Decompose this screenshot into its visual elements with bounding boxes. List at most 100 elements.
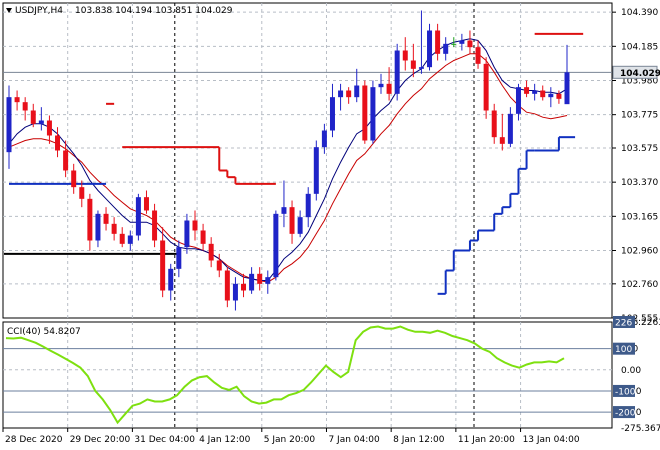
time-tick-label: 8 Jan 12:00 xyxy=(393,435,445,445)
fast-moving-average xyxy=(8,38,568,281)
candle-body xyxy=(224,270,230,301)
time-axis: 28 Dec 2020 29 Dec 20:00 31 Dec 04:00 4 Jan… xyxy=(2,428,580,445)
time-tick-label: 5 Jan 20:00 xyxy=(264,435,316,445)
candle-body xyxy=(95,213,101,241)
candle-body xyxy=(265,277,271,284)
candlestick-series xyxy=(6,10,570,311)
candle-body xyxy=(418,67,424,69)
time-tick-label: 31 Dec 04:00 xyxy=(134,435,195,445)
candle-body xyxy=(346,90,352,98)
candle-body xyxy=(103,213,109,224)
candle-body xyxy=(152,210,158,241)
candle-body xyxy=(297,217,303,234)
cci-level-badge-label: -200 xyxy=(615,409,636,419)
price-tick-label: 104.390 xyxy=(621,8,658,18)
candle-body xyxy=(14,97,20,103)
ohlc-readout: 103.838 104.194 103.851 104.029 xyxy=(75,6,233,16)
price-tick-label: 103.165 xyxy=(621,212,658,222)
cci-axis-label: -275.3678 xyxy=(621,424,660,434)
candle-body xyxy=(338,90,344,98)
candle-body xyxy=(435,30,441,54)
candle-body xyxy=(22,102,28,111)
last-price-label: 104.029 xyxy=(620,69,660,79)
last-price-marker: 104.029 xyxy=(612,65,660,79)
price-tick-label: 103.370 xyxy=(621,178,658,188)
candle-body xyxy=(241,283,247,291)
candle-body xyxy=(216,260,222,271)
candle-body xyxy=(160,240,166,291)
candle-body xyxy=(402,50,408,61)
candle-body xyxy=(208,243,214,261)
candle-body xyxy=(200,230,206,244)
candle-body xyxy=(532,90,538,94)
time-tick-label: 13 Jan 04:00 xyxy=(523,435,580,445)
candle-body xyxy=(281,207,287,214)
chandelier-stops xyxy=(4,32,584,295)
candle-body xyxy=(370,87,376,141)
candle-body xyxy=(515,87,521,114)
fast-ma-line xyxy=(8,38,568,281)
candle-body xyxy=(524,87,530,94)
cci-level-badge xyxy=(613,342,635,355)
candle-body xyxy=(135,197,141,236)
candle-body xyxy=(176,247,182,269)
main-plot-frame xyxy=(2,2,613,319)
candle-body xyxy=(394,50,400,94)
time-tick-label: 29 Dec 20:00 xyxy=(70,435,131,445)
cci-level-badge-label: 226 xyxy=(615,319,632,329)
candle-body xyxy=(184,220,190,248)
cci-axis-label: 226.2263 xyxy=(621,318,660,328)
candle-body xyxy=(273,213,279,278)
candle-body xyxy=(386,83,392,94)
main-grid xyxy=(3,3,612,318)
candle-body xyxy=(119,233,125,244)
candle-body xyxy=(507,113,513,144)
candle-body xyxy=(249,273,255,291)
candle-body xyxy=(321,130,327,148)
price-tick-label: 102.555 xyxy=(621,314,658,324)
cci-plot-frame xyxy=(2,321,613,429)
price-tick-label: 103.980 xyxy=(621,77,658,87)
price-tick-label: 102.960 xyxy=(621,247,658,257)
cci-grid xyxy=(3,322,612,428)
cci-level-badge xyxy=(613,316,635,328)
candle-body xyxy=(111,223,117,234)
cci-level-badge-label: 100 xyxy=(615,345,632,355)
symbol-label: USDJPY,H4 xyxy=(15,6,63,16)
candle-body xyxy=(540,90,546,98)
candle-body xyxy=(79,187,85,199)
price-tick-label: 102.760 xyxy=(621,280,658,290)
cci-line xyxy=(5,325,565,425)
candle-body xyxy=(30,110,36,124)
candle-body xyxy=(127,235,133,244)
candle-body xyxy=(168,268,174,291)
price-tick-label: 104.185 xyxy=(621,42,658,52)
last-price-badge xyxy=(612,65,658,79)
candle-body xyxy=(143,197,149,211)
candle-body xyxy=(71,170,77,188)
chart-menu-triangle-icon[interactable] xyxy=(6,8,12,13)
cci-level-badge xyxy=(613,384,635,397)
cci-level-badge xyxy=(613,406,635,419)
candle-body xyxy=(362,85,368,141)
price-axis: 104.390 104.185 103.980 103.775 103.575 103.3… xyxy=(612,8,658,324)
cci-title: CCI(40) 54.8207 xyxy=(7,327,81,337)
cci-axis-label: 0.00 xyxy=(621,366,641,376)
candle-body xyxy=(192,220,198,231)
price-tick-label: 103.775 xyxy=(621,111,658,121)
time-tick-label: 7 Jan 04:00 xyxy=(328,435,380,445)
time-tick-label: 4 Jan 12:00 xyxy=(199,435,251,445)
cci-level-badge-label: -100 xyxy=(615,387,636,397)
candle-body xyxy=(329,97,335,131)
candle-body xyxy=(556,93,562,99)
candle-body xyxy=(459,40,465,44)
candle-body xyxy=(313,147,319,194)
candle-body xyxy=(467,40,473,48)
candle-body xyxy=(63,150,69,171)
candle-body xyxy=(475,47,481,64)
price-tick-label: 103.575 xyxy=(621,144,658,154)
candle-body xyxy=(46,120,52,136)
candle-body xyxy=(410,60,416,69)
candle-body xyxy=(483,63,489,111)
candle-body xyxy=(427,30,433,68)
